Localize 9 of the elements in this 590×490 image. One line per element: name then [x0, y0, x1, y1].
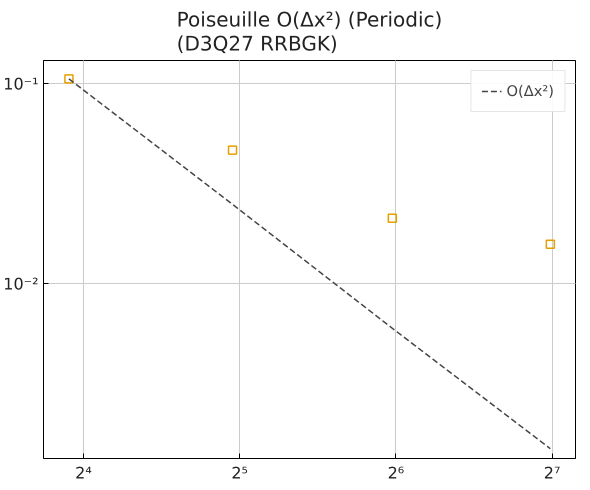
x-tick-label: 2⁶: [388, 464, 404, 482]
chart-title: Poiseuille O(Δx²) (Periodic): [176, 8, 442, 32]
x-tick-label: 2⁷: [544, 464, 560, 482]
chart-subtitle: (D3Q27 RRBGK): [176, 32, 338, 56]
y-tick-label: 10⁻²: [3, 274, 38, 294]
x-tick-label: 2⁵: [231, 464, 248, 482]
legend-label: O(Δx²): [506, 82, 554, 100]
x-tick-label: 2⁴: [75, 464, 92, 482]
y-tick-label: 10⁻¹: [3, 74, 38, 94]
